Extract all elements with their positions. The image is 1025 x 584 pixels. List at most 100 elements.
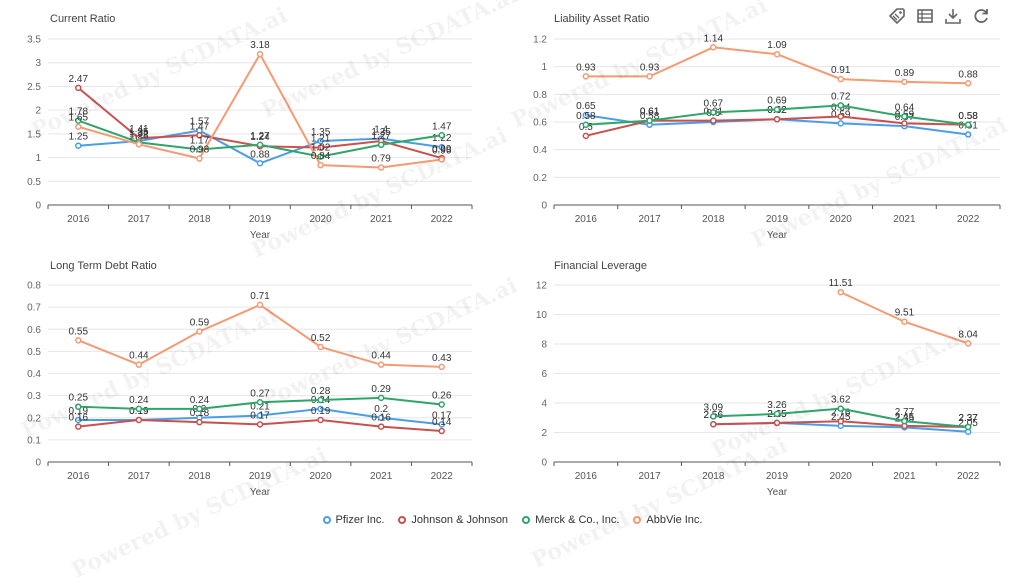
x-tick-label: 2017 [128, 471, 151, 482]
data-point [964, 131, 972, 138]
data-point [901, 318, 908, 325]
data-point [317, 153, 324, 160]
chart-title: Long Term Debt Ratio [50, 260, 157, 272]
y-tick-label: 0.5 [27, 177, 41, 188]
data-label: 0.25 [69, 393, 89, 404]
data-point [377, 141, 385, 149]
y-tick-label: 2.5 [27, 82, 41, 93]
legend-item[interactable]: Merck & Co., Inc. [522, 514, 619, 526]
x-tick-label: 2016 [575, 471, 598, 482]
x-tick-label: 2020 [309, 471, 332, 482]
data-label: 0.61 [640, 107, 660, 118]
legend-item[interactable]: Johnson & Johnson [398, 514, 508, 526]
data-label: 1.09 [767, 40, 787, 51]
data-label: 0.14 [432, 417, 452, 428]
y-tick-label: 0.2 [533, 173, 547, 184]
data-point [75, 337, 82, 344]
x-tick-label: 2018 [702, 471, 725, 482]
y-tick-label: 1 [541, 62, 547, 73]
data-label: 0.59 [190, 317, 210, 328]
y-tick-label: 1.5 [27, 129, 41, 140]
data-label: 1.14 [704, 33, 724, 44]
data-label: 1.02 [311, 143, 331, 154]
data-label: 0.89 [895, 68, 915, 79]
x-tick-label: 2016 [67, 471, 90, 482]
data-label: 0.43 [432, 353, 452, 364]
data-label: 0.64 [895, 102, 915, 113]
data-point [135, 405, 143, 413]
x-tick-label: 2021 [893, 214, 916, 225]
data-label: 0.71 [250, 291, 270, 302]
chart-panel: Current Ratio 0 0.5 1 1.5 2 2.5 3 3.5 2016 2017 201… [27, 13, 473, 241]
data-point [710, 44, 717, 51]
data-label: 0.61 [640, 107, 660, 118]
data-point [256, 160, 264, 167]
data-point [773, 106, 781, 113]
data-point [901, 417, 908, 425]
y-tick-label: 3.5 [27, 35, 41, 46]
y-tick-label: 1.2 [533, 35, 547, 46]
data-label: 0.91 [831, 65, 851, 76]
data-point [256, 141, 264, 149]
data-point [75, 123, 82, 130]
data-label: 8.04 [958, 329, 978, 340]
data-label: 0.98 [190, 145, 210, 156]
download-icon[interactable] [943, 6, 963, 26]
data-label: 2.77 [895, 407, 915, 418]
data-label: 0.58 [958, 111, 978, 122]
data-point [438, 156, 445, 163]
data-point [710, 413, 717, 420]
x-tick-label: 2020 [830, 214, 853, 225]
data-label: 0.16 [371, 413, 391, 424]
data-label: 1.35 [129, 127, 149, 138]
legend-item[interactable]: AbbVie Inc. [633, 514, 702, 526]
data-point [773, 419, 781, 427]
x-tick-label: 2016 [67, 214, 90, 225]
data-point [837, 113, 844, 120]
legend-marker [633, 516, 642, 524]
x-tick-label: 2020 [309, 214, 332, 225]
x-tick-label: 2021 [893, 471, 916, 482]
data-point [964, 80, 972, 87]
data-label: 0.55 [69, 326, 89, 337]
y-tick-label: 0.3 [27, 391, 41, 402]
data-label: 0.99 [432, 144, 452, 155]
x-tick-label: 2020 [830, 471, 853, 482]
data-label: 0.52 [311, 333, 331, 344]
data-point [438, 132, 445, 139]
data-point [964, 340, 972, 347]
data-label: 1.21 [311, 134, 331, 145]
data-point [901, 120, 908, 127]
data-label: 2.47 [69, 74, 89, 85]
data-point [438, 427, 445, 435]
data-point [582, 121, 590, 129]
y-tick-label: 3 [35, 58, 41, 69]
data-point [710, 117, 717, 124]
data-point [377, 164, 385, 171]
data-label: 0.72 [831, 91, 851, 102]
legend-label: Johnson & Johnson [411, 514, 509, 526]
y-tick-label: 12 [536, 281, 548, 292]
refresh-icon[interactable] [971, 6, 991, 26]
data-label: 0.58 [576, 111, 596, 122]
data-label: 1.35 [371, 127, 391, 138]
data-point [837, 418, 844, 425]
data-point [773, 50, 781, 58]
data-point [901, 113, 908, 120]
tag-icon[interactable] [887, 6, 907, 26]
data-point [196, 418, 203, 426]
data-label: 1.78 [69, 107, 89, 118]
data-label: 2.76 [831, 407, 851, 418]
x-tick-label: 2019 [766, 214, 789, 225]
y-tick-label: 0.8 [533, 90, 547, 101]
data-point [964, 423, 972, 431]
data-label: 1.65 [69, 113, 89, 124]
chart-panel: Liability Asset Ratio 0 0.2 0.4 0.6 0.8 1 1.2 20… [533, 13, 1001, 241]
legend-item[interactable]: Pfizer Inc. [322, 514, 384, 526]
table-icon[interactable] [915, 6, 935, 26]
data-point [256, 399, 264, 406]
chart-toolbar [887, 6, 991, 26]
data-label: 0.21 [250, 402, 270, 413]
data-label: 2.45 [895, 412, 915, 423]
